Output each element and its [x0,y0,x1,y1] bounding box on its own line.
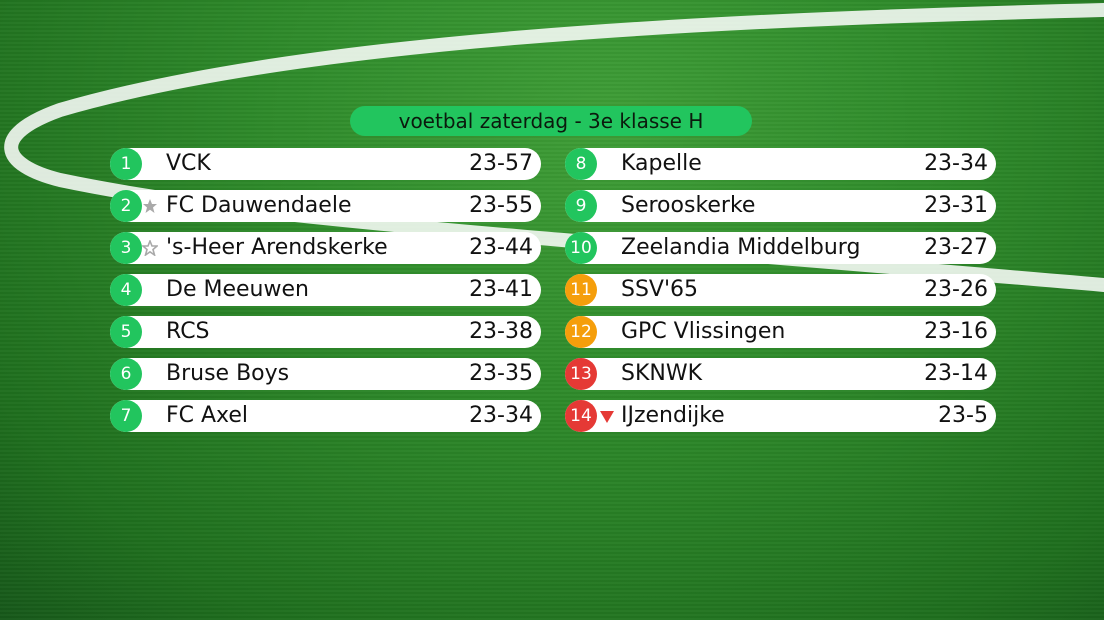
rank-badge: 10 [565,232,597,264]
team-name: FC Dauwendaele [166,193,352,218]
standings-row: 4 De Meeuwen 23-41 [110,274,541,306]
rank-badge: 9 [565,190,597,222]
team-score: 23-31 [924,193,988,218]
team-name: De Meeuwen [166,277,309,302]
rank-badge: 5 [110,316,142,348]
rank-badge: 3 [110,232,142,264]
standings-row: 1 VCK 23-57 [110,148,541,180]
standings-row: 7 FC Axel 23-34 [110,400,541,432]
team-score: 23-27 [924,235,988,260]
team-name: 's-Heer Arendskerke [166,235,388,260]
team-name: Kapelle [621,151,702,176]
team-name: IJzendijke [621,403,725,428]
team-score: 23-26 [924,277,988,302]
team-name: Zeelandia Middelburg [621,235,861,260]
team-name: SKNWK [621,361,703,386]
team-name: VCK [166,151,211,176]
team-score: 23-44 [469,235,533,260]
rank-badge: 4 [110,274,142,306]
team-name: Bruse Boys [166,361,290,386]
rank-badge: 2 [110,190,142,222]
standings-row: 5 RCS 23-38 [110,316,541,348]
team-score: 23-34 [469,403,533,428]
star-icon [142,240,158,256]
rank-badge: 6 [110,358,142,390]
rank-badge: 12 [565,316,597,348]
team-score: 23-35 [469,361,533,386]
standings-row: 14 IJzendijke 23-5 [565,400,996,432]
team-name: FC Axel [166,403,249,428]
standings-row: 13 SKNWK 23-14 [565,358,996,390]
rank-badge: 14 [565,400,597,432]
team-score: 23-38 [469,319,533,344]
team-name: Serooskerke [621,193,756,218]
rank-badge: 7 [110,400,142,432]
standings-row: 11 SSV'65 23-26 [565,274,996,306]
standings-row: 12 GPC Vlissingen 23-16 [565,316,996,348]
team-score: 23-55 [469,193,533,218]
team-name: SSV'65 [621,277,699,302]
rank-badge: 1 [110,148,142,180]
league-title: voetbal zaterdag - 3e klasse H [350,106,752,136]
star-icon [143,199,157,213]
relegation-arrow-icon [600,411,614,423]
team-score: 23-14 [924,361,988,386]
team-name: GPC Vlissingen [621,319,786,344]
team-name: RCS [166,319,210,344]
team-score: 23-34 [924,151,988,176]
rank-badge: 8 [565,148,597,180]
standings-row: 8 Kapelle 23-34 [565,148,996,180]
standings-row: 2 FC Dauwendaele 23-55 [110,190,541,222]
rank-badge: 11 [565,274,597,306]
team-score: 23-16 [924,319,988,344]
standings-row: 10 Zeelandia Middelburg 23-27 [565,232,996,264]
standings-row: 3 's-Heer Arendskerke 23-44 [110,232,541,264]
team-score: 23-57 [469,151,533,176]
standings-row: 9 Serooskerke 23-31 [565,190,996,222]
team-score: 23-5 [938,403,988,428]
team-score: 23-41 [469,277,533,302]
rank-badge: 13 [565,358,597,390]
standings-row: 6 Bruse Boys 23-35 [110,358,541,390]
